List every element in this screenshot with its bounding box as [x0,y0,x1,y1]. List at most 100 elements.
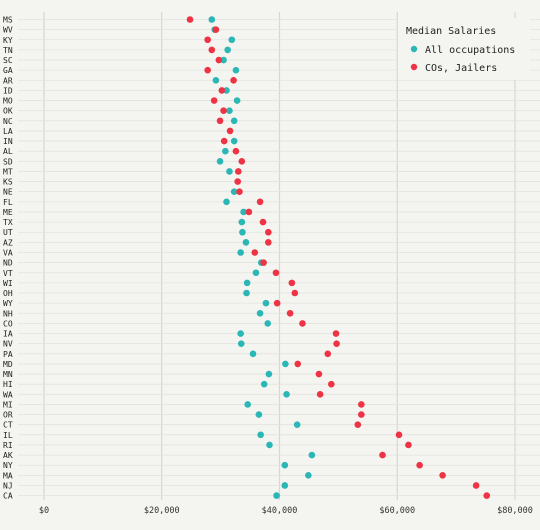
dot-all-pa [249,350,257,358]
state-label: OR [3,411,13,420]
dot-all-az [242,239,250,246]
legend-label-co: COs, Jailers [425,63,497,74]
x-tick-label: $80,000 [497,506,533,516]
x-tick-label: $40,000 [262,506,298,516]
dot-all-ms [208,16,216,23]
dot-co-mn [315,370,323,378]
dot-all-vt [252,269,260,277]
dot-all-al [222,147,229,155]
dot-co-nj [472,482,480,489]
dot-all-ca [273,492,280,499]
dot-co-wi [288,279,296,287]
state-label: TN [3,46,13,55]
dot-co-ak [379,451,386,459]
dot-co-ma [439,472,446,479]
dot-all-tx [238,218,246,226]
dot-co-wa [316,391,324,398]
state-label: WV [3,26,13,35]
dot-all-ne [230,188,238,196]
legend: Median Salaries All occupations COs, Jai… [398,18,530,80]
dot-co-la [226,127,234,135]
dot-co-va [251,249,259,256]
dot-all-nh [256,309,264,317]
dot-all-hi [260,380,268,388]
legend-label-all: All occupations [425,45,515,56]
state-label: NC [3,117,13,126]
dot-all-ar [212,76,220,84]
x-gridlines [43,12,516,500]
dot-all-wy [262,299,270,307]
state-label: NJ [3,481,13,490]
dot-all-ak [308,451,316,459]
dot-all-mi [244,401,252,408]
state-label: SD [3,157,13,166]
state-label: NV [3,340,13,349]
state-label: CA [3,492,13,501]
state-label: WA [3,390,13,399]
state-label: SC [3,56,13,65]
state-label: MT [3,167,13,176]
dot-co-co [299,320,306,327]
data-points [186,16,491,499]
dot-co-ne [236,188,243,196]
dot-co-ca [483,492,491,499]
dot-all-md [282,360,289,368]
dot-co-hi [328,380,335,388]
state-label: IA [3,330,13,339]
dot-co-in [220,137,228,145]
state-label: MN [3,370,13,379]
dot-all-ok [226,107,233,114]
state-label: KY [3,36,13,45]
state-label: MS [3,16,13,25]
state-label: VT [3,269,13,278]
dot-all-or [255,411,263,418]
dot-co-sc [215,56,223,64]
legend-box [398,18,530,80]
dot-co-nc [216,117,224,125]
state-label: WI [3,279,13,288]
dot-co-ky [204,36,211,44]
state-label: FL [3,198,13,207]
dot-co-ok [220,107,227,114]
state-label: OH [3,289,13,298]
state-label: GA [3,66,13,75]
state-label: AK [3,451,13,460]
x-tick-label: $20,000 [144,506,180,516]
state-label: MI [3,400,13,409]
legend-marker-co [410,63,418,71]
dot-all-id [223,87,230,94]
state-label: NY [3,461,13,470]
dot-co-wv [212,26,220,33]
dot-all-ma [305,472,312,479]
dot-co-ut [265,228,272,236]
state-label: CT [3,421,13,430]
dot-all-oh [243,289,250,297]
dot-co-ny [416,461,423,469]
dot-co-ar [230,76,237,84]
dot-co-mi [358,401,365,408]
dot-co-vt [272,269,280,277]
dot-co-az [265,239,272,246]
dot-co-nv [333,340,340,347]
dot-all-me [240,208,247,216]
state-label: NE [3,188,13,197]
state-label: PA [3,350,13,359]
dot-all-il [257,431,264,439]
dot-all-ga [232,66,240,74]
dot-co-ms [186,16,194,23]
dot-all-mn [265,370,273,378]
dot-co-mo [210,97,218,104]
state-label: IL [3,431,13,440]
state-label: AR [3,76,13,85]
dot-co-mt [234,168,242,175]
dot-co-pa [324,350,332,358]
state-label: ME [3,208,13,217]
dot-co-ks [234,178,241,185]
state-label: MD [3,360,13,369]
dot-co-tn [208,46,216,54]
dot-all-ut [239,228,246,236]
state-label: TX [3,218,13,227]
